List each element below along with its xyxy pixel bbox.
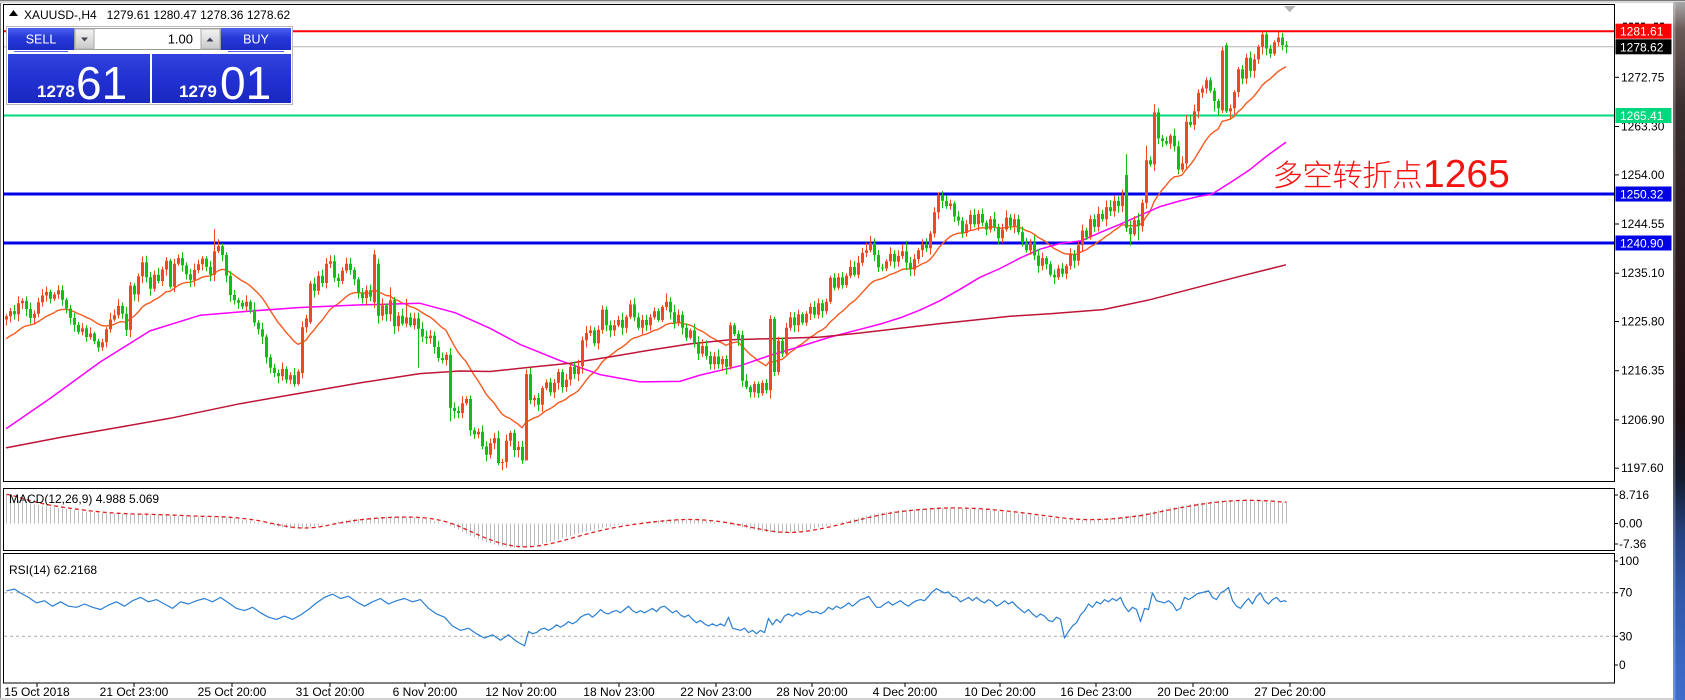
svg-text:1279: 1279 — [179, 82, 217, 101]
svg-text:1265: 1265 — [1423, 153, 1510, 196]
svg-text:28 Nov 20:00: 28 Nov 20:00 — [776, 685, 848, 699]
svg-text:1244.55: 1244.55 — [1621, 217, 1665, 231]
svg-text:0.00: 0.00 — [1619, 517, 1643, 531]
svg-text:1197.60: 1197.60 — [1621, 461, 1664, 475]
svg-text:16 Dec 23:00: 16 Dec 23:00 — [1060, 685, 1132, 699]
svg-text:1278: 1278 — [37, 82, 75, 101]
svg-text:1278.62: 1278.62 — [1620, 40, 1664, 54]
svg-text:20 Dec 20:00: 20 Dec 20:00 — [1157, 685, 1229, 699]
svg-text:8.716: 8.716 — [1619, 488, 1649, 502]
svg-text:1281.61: 1281.61 — [1620, 25, 1664, 39]
svg-text:1206.90: 1206.90 — [1621, 413, 1665, 427]
svg-text:4 Dec 20:00: 4 Dec 20:00 — [873, 685, 938, 699]
svg-text:0: 0 — [1619, 658, 1626, 672]
svg-text:22 Nov 23:00: 22 Nov 23:00 — [680, 685, 752, 699]
svg-text:1272.75: 1272.75 — [1621, 70, 1665, 84]
svg-text:BUY: BUY — [243, 33, 269, 47]
svg-text:1235.10: 1235.10 — [1621, 266, 1665, 280]
svg-text:1265.41: 1265.41 — [1620, 109, 1664, 123]
svg-text:27 Dec 20:00: 27 Dec 20:00 — [1254, 685, 1326, 699]
svg-text:-7.36: -7.36 — [1619, 537, 1647, 551]
svg-text:25 Oct 20:00: 25 Oct 20:00 — [198, 685, 267, 699]
svg-text:30: 30 — [1619, 629, 1633, 643]
svg-text:12 Nov 20:00: 12 Nov 20:00 — [485, 685, 557, 699]
svg-text:6 Nov 20:00: 6 Nov 20:00 — [393, 685, 458, 699]
svg-text:70: 70 — [1619, 586, 1633, 600]
svg-text:MACD(12,26,9) 4.988 5.069: MACD(12,26,9) 4.988 5.069 — [9, 492, 159, 506]
svg-text:01: 01 — [220, 57, 271, 109]
svg-text:1240.90: 1240.90 — [1620, 237, 1664, 251]
svg-text:31 Oct 20:00: 31 Oct 20:00 — [296, 685, 365, 699]
svg-text:1250.32: 1250.32 — [1620, 188, 1664, 202]
svg-text:21 Oct 23:00: 21 Oct 23:00 — [100, 685, 169, 699]
svg-text:1254.00: 1254.00 — [1621, 168, 1665, 182]
svg-text:15 Oct 2018: 15 Oct 2018 — [4, 685, 70, 699]
svg-text:RSI(14) 62.2168: RSI(14) 62.2168 — [9, 563, 97, 577]
svg-text:100: 100 — [1619, 554, 1639, 568]
svg-text:61: 61 — [76, 57, 127, 109]
svg-text:1225.80: 1225.80 — [1621, 315, 1665, 329]
svg-text:1216.35: 1216.35 — [1621, 364, 1665, 378]
svg-text:10 Dec 20:00: 10 Dec 20:00 — [964, 685, 1036, 699]
svg-text:XAUUSD-,H4 1279.61 1280.47 1: XAUUSD-,H4 1279.61 1280.47 1278.36 1278.… — [24, 8, 291, 22]
svg-text:1.00: 1.00 — [168, 32, 193, 47]
svg-text:SELL: SELL — [26, 33, 57, 47]
svg-text:18 Nov 23:00: 18 Nov 23:00 — [583, 685, 655, 699]
